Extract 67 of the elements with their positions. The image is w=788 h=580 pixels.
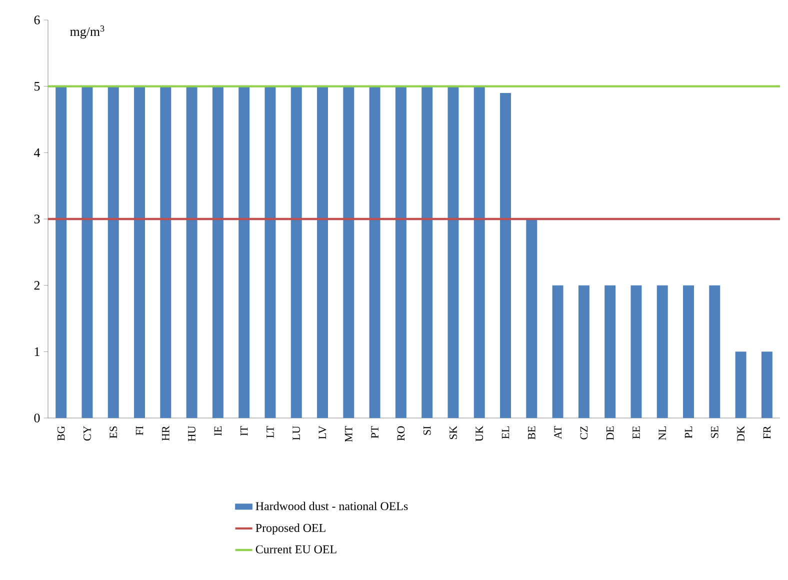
y-tick-label: 2 [34,281,40,290]
bar [264,86,276,418]
x-tick-label: NL [658,426,666,440]
x-tick-label: SI [423,426,431,435]
x-tick-label: DK [737,426,744,442]
x-tick-label: EE [632,426,640,439]
x-tick-label: IE [214,426,222,436]
bar [474,86,485,418]
bar [395,86,406,418]
legend-label: Proposed OEL [256,524,326,534]
legend-label: Current EU OEL [256,545,336,554]
x-tick-label: HU [188,426,196,442]
x-tick-label: PL [684,426,692,438]
bar [683,285,694,418]
bar [369,86,380,418]
bar [82,86,93,418]
x-tick-label: LT [266,426,274,438]
bar [317,86,328,418]
x-tick-label: LV [318,426,326,440]
bar [186,86,198,418]
x-tick-label: HR [162,426,170,441]
bar [160,86,172,418]
y-tick-label: 4 [34,148,40,157]
bar [56,86,67,418]
bar [630,285,642,418]
y-tick-label: 6 [34,16,40,24]
bar [526,218,538,418]
x-tick-label: MT [345,426,352,442]
x-tick-label: DE [606,426,614,440]
y-tick-label: 1 [34,347,40,356]
bar [343,86,354,418]
x-tick-label: RO [397,426,405,441]
bar [448,86,459,418]
bar [709,285,720,418]
x-tick-label: LU [292,426,300,440]
x-tick-label: IT [240,426,248,436]
bar [290,86,302,418]
bar [422,86,433,418]
bar [578,285,590,418]
bar [604,285,616,418]
y-tick-label: 3 [34,214,40,224]
bar [761,352,772,418]
x-tick-label: EL [502,426,510,439]
x-tick-label: FI [136,426,144,436]
x-tick-label: ES [110,426,118,438]
bar [656,285,668,418]
x-tick-label: CZ [580,426,588,440]
x-tick-label: BE [528,426,536,440]
x-tick-label: UK [476,426,484,442]
y-axis-title: mg/m$^{3}$ [70,26,104,39]
x-tick-label: FR [763,426,771,439]
bar [134,86,145,418]
x-tick-label: SK [450,426,457,440]
bar [552,285,564,418]
x-tick-label: BG [57,426,65,441]
bar [212,86,224,418]
y-tick-label: 5 [34,82,40,91]
bar [500,92,511,418]
y-tick-label: 0 [34,414,40,422]
bar [238,86,250,418]
legend-label: Hardwood dust - national OELs [256,502,408,510]
x-tick-label: AT [554,426,562,440]
bar [108,86,119,418]
x-tick-label: SE [710,426,718,438]
bar [735,352,746,418]
x-tick-label: PT [371,426,378,438]
x-tick-label: CY [84,426,91,441]
